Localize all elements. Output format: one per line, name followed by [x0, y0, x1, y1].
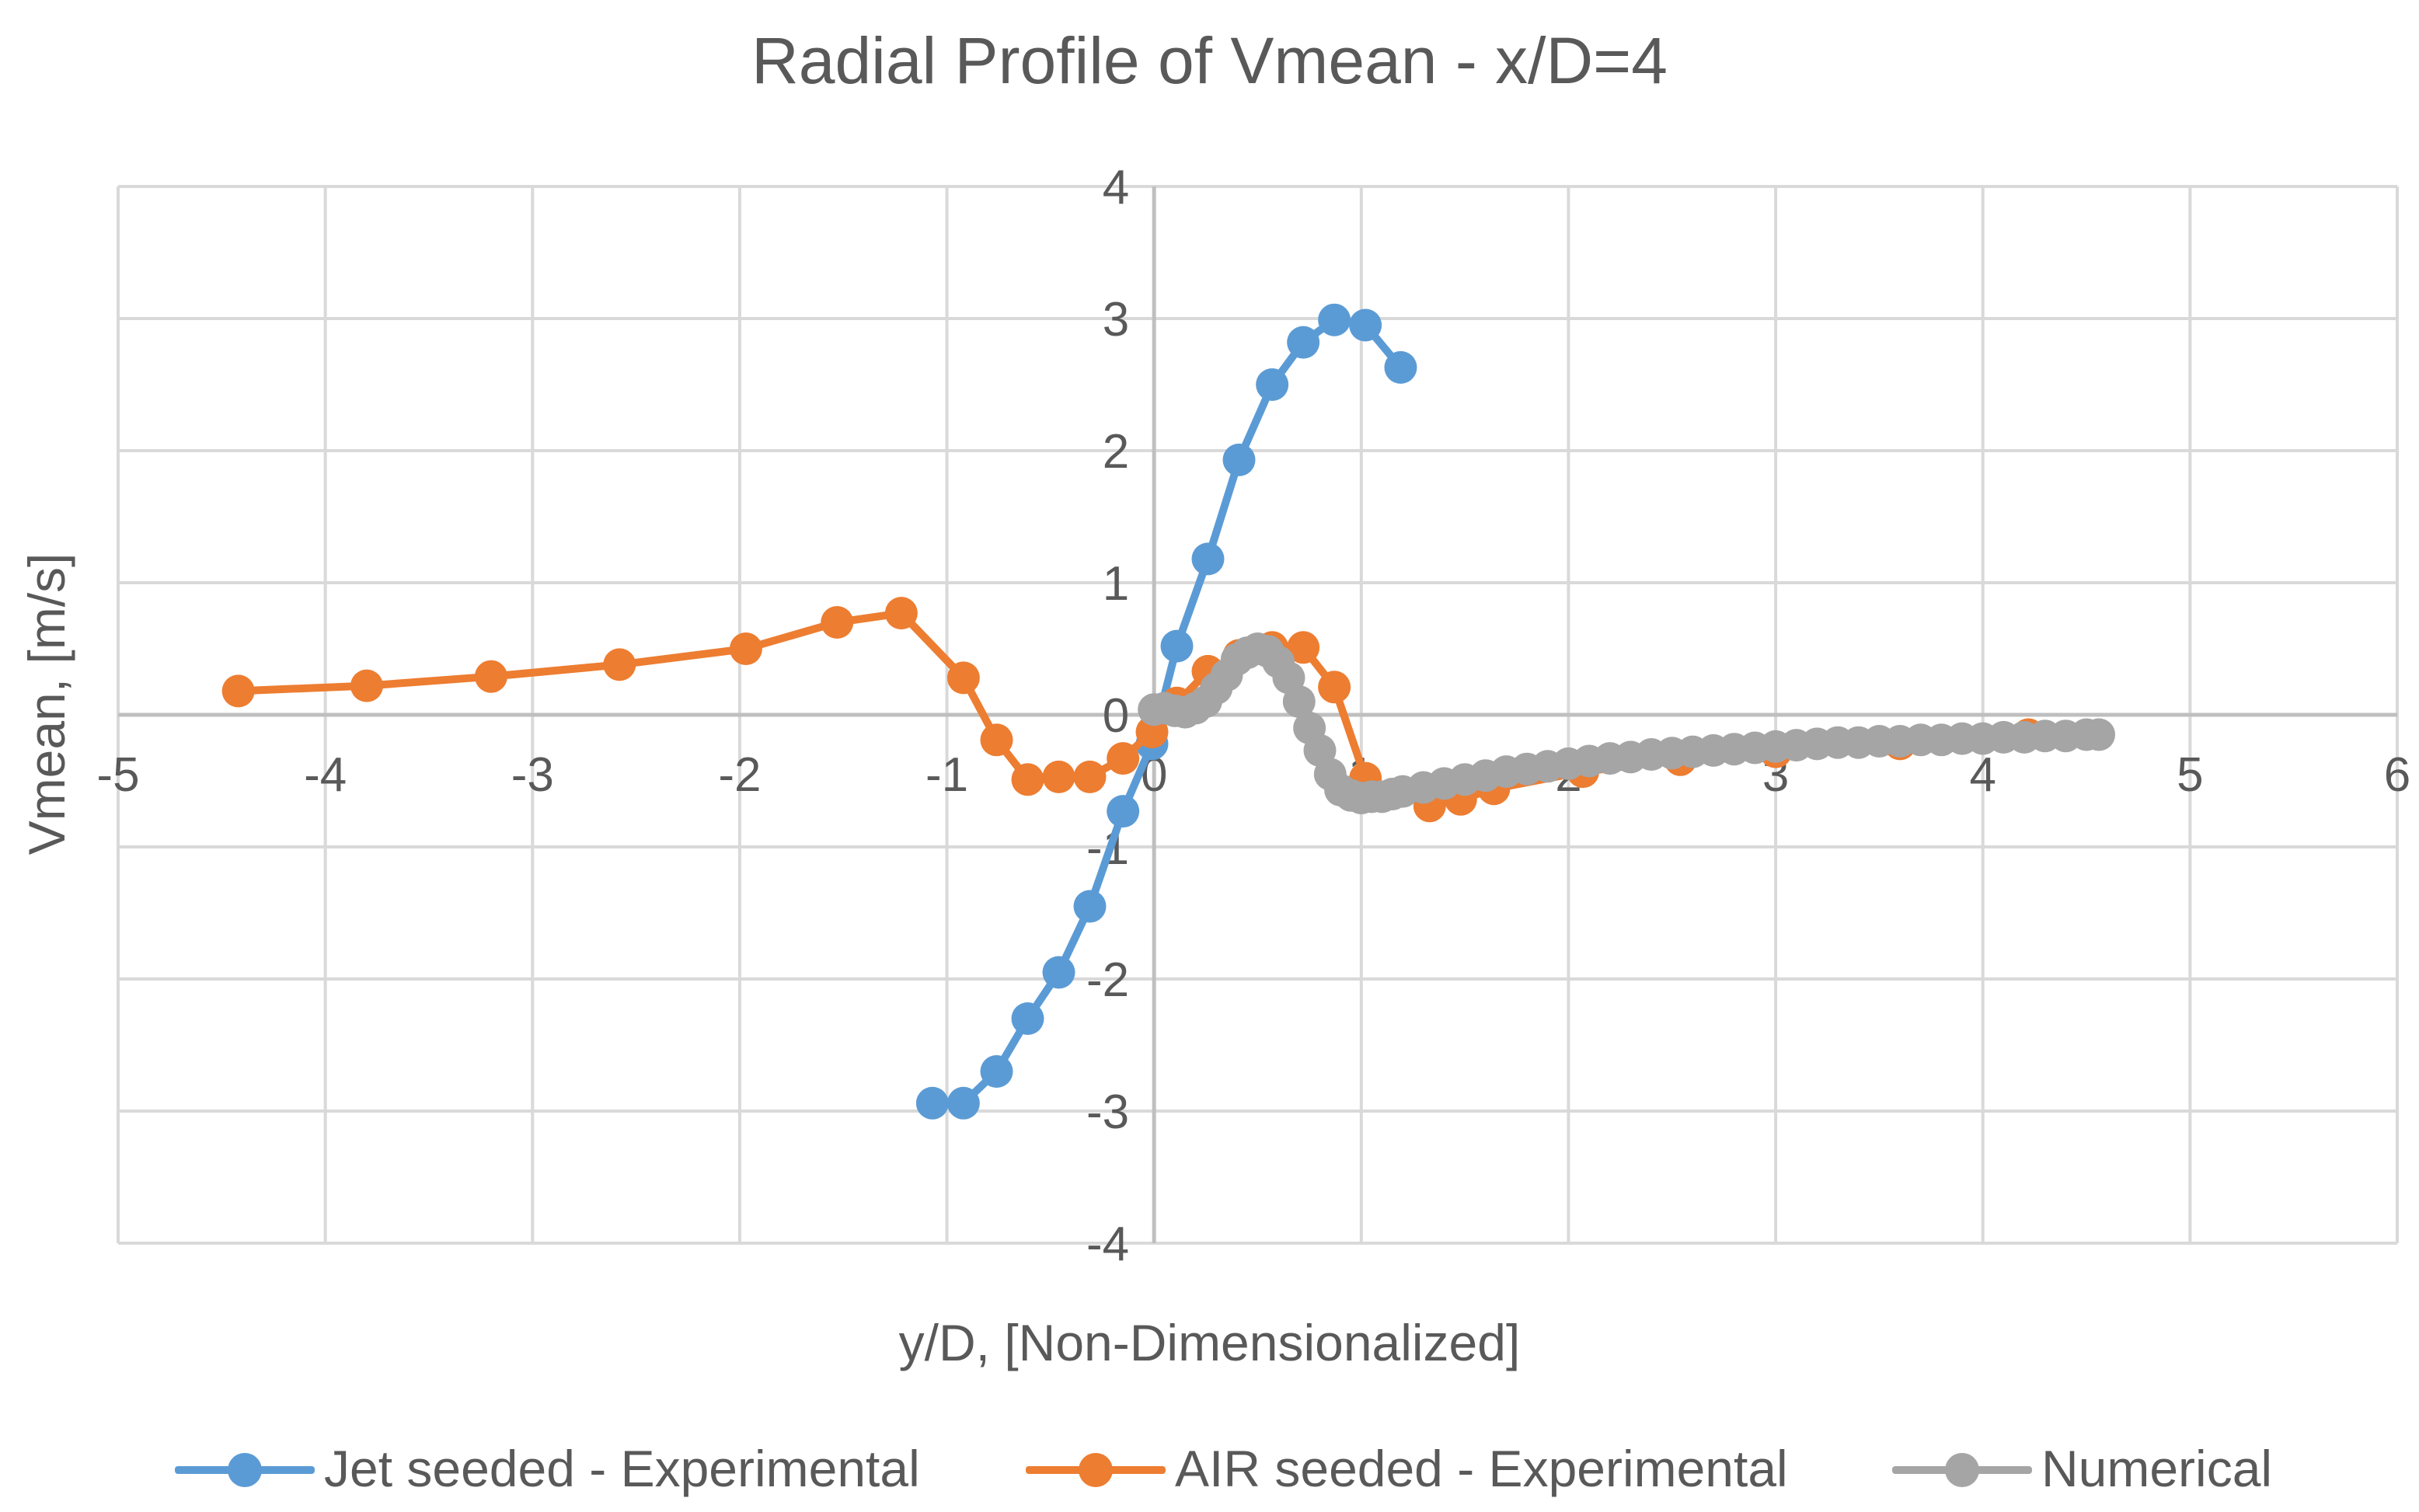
data-point-air-seeded [821, 606, 854, 639]
data-point-jet-seeded [1042, 956, 1075, 989]
legend-label-numerical: Numerical [2041, 1440, 2273, 1497]
data-point-jet-seeded [1349, 308, 1382, 342]
x-axis-label: y/D, [Non-Dimensionalized] [898, 1314, 1521, 1371]
data-point-air-seeded [603, 648, 636, 681]
legend-label-jet: Jet seeded - Experimental [324, 1440, 920, 1497]
legend-item-numerical: Numerical [1892, 1430, 2272, 1507]
data-point-jet-seeded [1160, 629, 1194, 663]
y-tick-label: -3 [1086, 1085, 1129, 1139]
y-axis-label: Vmean, [m/s] [18, 552, 75, 855]
data-point-jet-seeded [1222, 443, 1256, 476]
data-point-jet-seeded [1256, 368, 1289, 401]
data-point-air-seeded [729, 632, 762, 665]
series-jet-seeded [915, 303, 1417, 1120]
y-tick-label: 0 [1103, 689, 1129, 743]
data-point-air-seeded [1318, 671, 1351, 704]
x-tick-label: -1 [925, 748, 968, 802]
data-point-jet-seeded [1011, 1002, 1044, 1035]
data-point-air-seeded [474, 660, 507, 693]
y-tick-label: -4 [1086, 1218, 1129, 1271]
data-point-air-seeded [980, 723, 1013, 757]
legend-swatch-air [1026, 1430, 1166, 1507]
series-group [221, 303, 2116, 1120]
x-tick-label: -2 [718, 748, 761, 802]
data-point-jet-seeded [1107, 795, 1140, 828]
legend-swatch-numerical [1892, 1430, 2032, 1507]
y-tick-label: 1 [1103, 557, 1129, 611]
legend-label-air: AIR seeded - Experimental [1175, 1440, 1788, 1497]
data-point-jet-seeded [1384, 350, 1417, 384]
y-tick-label: 3 [1103, 293, 1129, 347]
y-tick-label: -2 [1086, 953, 1129, 1007]
data-point-air-seeded [946, 661, 980, 695]
data-point-jet-seeded [980, 1055, 1013, 1088]
chart-title: Radial Profile of Vmean - x/D=4 [751, 24, 1668, 97]
data-point-air-seeded [1042, 760, 1075, 793]
legend-item-air: AIR seeded - Experimental [1026, 1430, 1788, 1507]
y-tick-label: 4 [1103, 161, 1129, 214]
x-tick-label: 5 [2177, 748, 2203, 802]
data-point-jet-seeded [1287, 326, 1320, 359]
data-point-air-seeded [884, 597, 918, 630]
data-point-air-seeded [1287, 631, 1320, 664]
legend-marker-air [1079, 1453, 1113, 1487]
data-point-air-seeded [1011, 763, 1044, 796]
data-point-jet-seeded [1191, 542, 1225, 576]
x-tick-label: 4 [1969, 748, 1996, 802]
legend-swatch-jet [175, 1430, 315, 1507]
axes [118, 186, 2397, 1243]
x-tick-label: -4 [304, 748, 347, 802]
y-tick-label: 2 [1103, 425, 1129, 479]
series-line-air-seeded [234, 609, 2033, 810]
data-point-jet-seeded [946, 1086, 980, 1120]
data-point-numerical [2083, 718, 2116, 751]
data-point-air-seeded [350, 669, 383, 702]
x-tick-label: -3 [511, 748, 554, 802]
data-point-numerical [1282, 685, 1316, 718]
data-point-air-seeded [1107, 742, 1140, 775]
data-point-air-seeded [1073, 760, 1107, 793]
data-point-jet-seeded [1318, 303, 1351, 336]
x-tick-label: 6 [2384, 748, 2410, 802]
legend-marker-jet [228, 1453, 262, 1487]
legend: Jet seeded - Experimental AIR seeded - E… [0, 1430, 2419, 1507]
data-point-air-seeded [221, 674, 255, 708]
x-tick-label: -5 [96, 748, 139, 802]
series-numerical [1138, 632, 2116, 815]
legend-marker-numerical [1945, 1453, 1979, 1487]
legend-item-jet: Jet seeded - Experimental [175, 1430, 920, 1507]
data-point-jet-seeded [1073, 890, 1107, 923]
data-point-jet-seeded [915, 1086, 949, 1120]
